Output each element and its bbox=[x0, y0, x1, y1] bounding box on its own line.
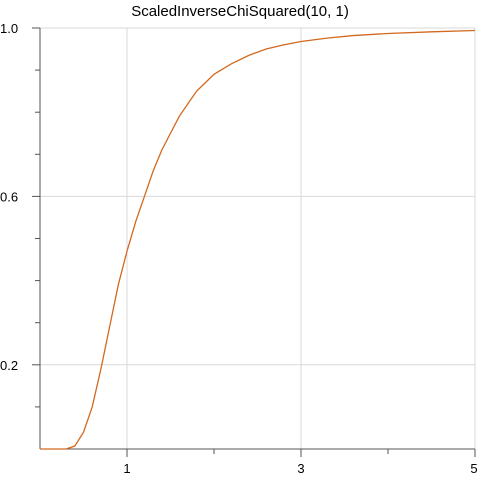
y-tick-label: 1.0 bbox=[0, 21, 18, 36]
x-tick-label: 1 bbox=[123, 461, 130, 476]
y-tick-label: 0.2 bbox=[0, 358, 18, 373]
y-tick-label: 0.6 bbox=[0, 189, 18, 204]
cdf-line bbox=[40, 29, 476, 450]
series-layer bbox=[40, 29, 476, 450]
grid-layer bbox=[40, 27, 476, 449]
x-tick-label: 3 bbox=[297, 461, 304, 476]
axis-layer bbox=[32, 27, 476, 457]
chart-title: ScaledInverseChiSquared(10, 1) bbox=[131, 3, 349, 20]
label-layer: 1 3 5 0.2 0.6 1.0 bbox=[0, 21, 478, 476]
x-tick-label: 5 bbox=[470, 461, 477, 476]
